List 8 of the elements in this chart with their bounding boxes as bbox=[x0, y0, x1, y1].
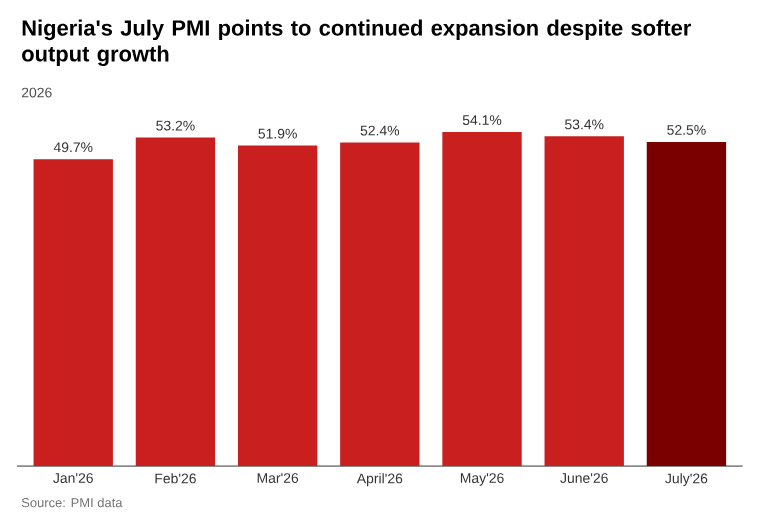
bar bbox=[442, 132, 522, 467]
bar bbox=[135, 137, 216, 467]
chart-title: Nigeria's July PMI points to continued expansion despite softer output growth bbox=[22, 19, 691, 67]
bar bbox=[646, 141, 727, 467]
bar bbox=[340, 142, 420, 467]
bar bbox=[544, 136, 624, 467]
bar bbox=[237, 145, 318, 467]
bar bbox=[33, 159, 113, 467]
